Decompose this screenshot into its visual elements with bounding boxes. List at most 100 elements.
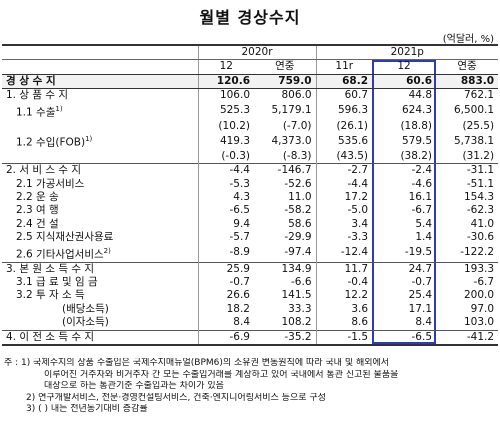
table-row: (배당소득) 18.2 33.3 3.6 17.1 97.0	[2, 302, 498, 317]
footnote-1: 주 : 1) 국제수지의 상품 수출입은 국제수지매뉴얼(BPM6)의 소유권 …	[4, 358, 390, 368]
cell-value: 8.4	[197, 316, 254, 331]
table-row: 3. 본 원 소 득 수 지 25.9 134.9 11.7 24.7 193.3	[2, 261, 499, 276]
cell-value: -29.9	[284, 231, 312, 244]
cell-value: -5.7	[197, 231, 254, 245]
footnotes: 주 : 1) 국제수지의 상품 수출입은 국제수지매뉴얼(BPM6)의 소유권 …	[4, 358, 498, 416]
row-label-text: 2.2 운 송	[16, 191, 59, 204]
cell-value: 26.6	[197, 289, 254, 303]
cell-value: -2.4	[372, 163, 437, 178]
cell-value: 1.4	[372, 231, 436, 244]
cell-value: -52.6	[284, 177, 312, 190]
cell-value: (-0.3)	[197, 149, 254, 164]
cell-value: -2.7	[315, 163, 373, 178]
table-row: 2.4 건 설 9.4 58.6 3.4 5.4 41.0	[2, 217, 498, 232]
cell-value: 535.6	[315, 132, 373, 150]
cell-value: -4.4	[197, 163, 254, 178]
row-label-text: 1. 상 품 수 지	[6, 89, 69, 102]
table-row: 1.1 수출1) 525.3 5,179.1 596.3 624.3 6,500.1	[2, 102, 498, 120]
table-row: 2.5 지식재산권사용료 -5.7 -29.9 -3.3 1.4 -30.6	[2, 231, 498, 245]
cell-value: -8.9	[197, 244, 254, 263]
row-label-text: 1.2 수입(FOB)	[16, 136, 86, 149]
table-row: (10.2) (-7.0) (26.1) (18.8) (25.5)	[2, 119, 498, 133]
cell-value: 193.3	[436, 261, 499, 276]
cell-value: -19.5	[372, 245, 436, 262]
cell-value: (43.5)	[315, 149, 373, 164]
table-row: (이자소득) 8.4 108.2 8.6 8.4 103.0	[2, 316, 498, 331]
header-year-2021: 2021p	[315, 44, 499, 61]
header-col-11r: 11r	[315, 59, 373, 75]
row-label: 2. 서 비 스 수 지	[2, 163, 198, 178]
row-label: 3. 본 원 소 득 수 지	[2, 261, 198, 276]
cell-value: -0.7	[372, 276, 436, 289]
cell-value: -31.1	[436, 163, 499, 178]
cell-value: 579.5	[372, 133, 436, 150]
footnote-1-cont2: 대상으로 하는 통관기준 수출입과는 차이가 있음	[44, 381, 224, 391]
table-row: 2.2 운 송 4.3 11.0 17.2 16.1 154.3	[2, 191, 498, 205]
cell-value: 24.7	[372, 261, 437, 276]
row-label: 4. 이 전 소 득 수 지	[2, 329, 198, 347]
unit-label: (억달러, %)	[442, 34, 494, 45]
cell-value: 16.1	[372, 191, 436, 204]
cell-value: 8.6	[315, 316, 373, 331]
row-label: 2.5 지식재산권사용료	[2, 231, 198, 244]
row-label: 3.1 급 료 및 임 금	[2, 276, 198, 289]
page-title: 월별 경상수지	[199, 8, 301, 27]
cell-value: -58.2	[284, 204, 312, 217]
cell-value: (25.5)	[462, 119, 495, 132]
cell-value: 759.0	[254, 73, 317, 90]
row-label-text: (배당소득)	[62, 302, 109, 315]
cell-value: -41.2	[436, 329, 499, 347]
cell-value: 60.6	[372, 73, 437, 90]
cell-value: 17.2	[315, 191, 373, 205]
cell-value: 60.7	[315, 88, 373, 103]
cell-value: -35.2	[254, 329, 317, 347]
cell-value: 4,373.0	[271, 134, 312, 147]
cell-value: (38.2)	[372, 150, 436, 164]
cell-value: 25.4	[372, 289, 436, 302]
current-account-table: 2020r 2021p 12 연중 11r 12 연중 경 상 수 지 120.6…	[2, 44, 499, 347]
cell-value: 12.2	[315, 289, 373, 303]
cell-value: -97.4	[284, 246, 312, 259]
cell-value: 68.2	[315, 73, 373, 90]
cell-value: 200.0	[463, 289, 495, 302]
row-label: 경 상 수 지	[2, 73, 198, 90]
row-label-text: 2.1 가공서비스	[16, 177, 85, 190]
cell-value: -12.4	[315, 244, 373, 263]
row-label: 1.2 수입(FOB)1)	[2, 133, 198, 150]
header-blank	[2, 44, 198, 61]
row-label-text: 1.1 수출	[16, 106, 56, 119]
cell-value: -4.4	[315, 177, 373, 192]
cell-value: 525.3	[197, 102, 254, 120]
row-label: 2.3 여 행	[2, 204, 198, 217]
table-row: 2.1 가공서비스 -5.3 -52.6 -4.4 -4.6 -51.1	[2, 177, 498, 192]
header-blank-2	[2, 59, 198, 75]
table-row: 2.6 기타사업서비스2) -8.9 -97.4 -12.4 -19.5 -122.2	[2, 244, 498, 263]
table-row: 4. 이 전 소 득 수 지 -6.9 -35.2 -1.5 -6.5 -41.2	[2, 329, 499, 347]
cell-value: (31.2)	[462, 149, 495, 162]
table-row: 경 상 수 지 120.6 759.0 68.2 60.6 883.0	[2, 73, 499, 90]
row-label-text: 2.3 여 행	[16, 204, 59, 217]
cell-value: 18.2	[197, 302, 254, 317]
row-label: (이자소득)	[2, 316, 198, 330]
cell-value: 5.4	[372, 218, 436, 231]
cell-value: -51.1	[466, 177, 495, 190]
cell-value: 120.6	[197, 73, 254, 90]
cell-value: (18.8)	[372, 120, 436, 133]
cell-value: -0.4	[315, 276, 373, 290]
cell-value: -3.3	[315, 231, 373, 245]
footnote-marker: 1)	[85, 134, 93, 143]
cell-value: 596.3	[315, 102, 373, 120]
row-label: 2.1 가공서비스	[2, 178, 198, 191]
cell-value: 419.3	[197, 132, 254, 150]
cell-value: 108.2	[281, 316, 312, 329]
cell-value: 624.3	[372, 103, 436, 120]
cell-value: (-8.3)	[282, 149, 312, 162]
cell-value: -146.7	[254, 163, 317, 178]
row-label-text: 경 상 수 지	[6, 74, 56, 87]
cell-value: 11.0	[288, 191, 312, 204]
footnote-marker: 1)	[55, 104, 63, 113]
cell-value: 11.7	[315, 261, 373, 276]
cell-value: -5.0	[315, 204, 373, 218]
cell-value: 4.3	[197, 191, 254, 205]
cell-value: -62.3	[466, 204, 495, 217]
